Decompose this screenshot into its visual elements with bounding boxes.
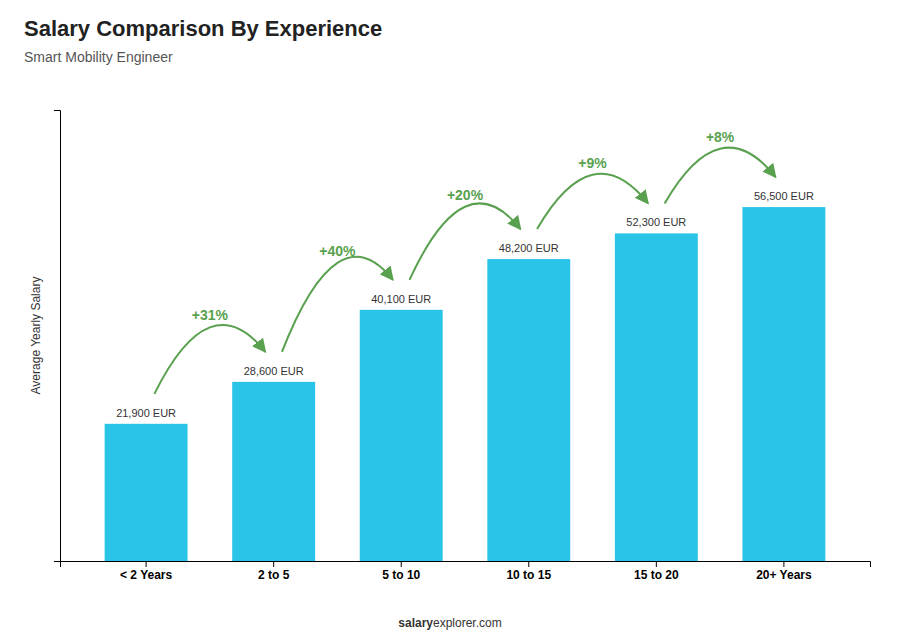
annotation: +8% [706,129,735,145]
x-tick: < 2 Years [120,561,172,582]
x-axis-line [61,562,871,568]
data-label: 40,100 EUR [371,293,431,305]
data-label: 48,200 EUR [499,242,559,254]
bar [232,382,315,561]
bar [615,233,698,561]
annotation: +20% [447,187,484,203]
x-tick-mark [273,561,274,567]
footer-part: salary [398,616,433,630]
annotation-arrow [665,148,776,204]
x-tick: 10 to 15 [506,561,551,582]
y-axis-title: Average Yearly Salary [29,277,43,395]
data-label: 28,600 EUR [244,365,304,377]
annotation-arrow [154,325,265,394]
x-tick-label: 15 to 20 [634,568,679,582]
bar [105,424,188,561]
x-tick: 5 to 10 [382,561,420,582]
x-tick: 2 to 5 [258,561,290,582]
title: Salary Comparison By Experience [24,16,382,41]
x-tick-label: < 2 Years [120,568,172,582]
data-label: 21,900 EUR [116,407,176,419]
y-axis-line [54,111,61,562]
plot-area [105,207,826,561]
annotation-arrow [282,257,393,352]
x-tick-label: 10 to 15 [506,568,551,582]
annotation-arrow [410,203,521,279]
annotations: +31% +40% +20% +9% +8% [154,129,775,394]
x-tick-mark [146,561,147,567]
bar [742,207,825,561]
x-tick: 15 to 20 [634,561,679,582]
x-tick-label: 5 to 10 [382,568,420,582]
annotation: +31% [192,307,229,323]
chart: < 2 Years 2 to 5 5 to 10 10 to 15 15 to 20 20… [0,0,900,641]
bar [360,310,443,561]
x-tick-mark [783,561,784,567]
footer: salaryexplorer.com [398,616,501,630]
annotation-arrow [537,174,648,229]
x-tick: 20+ Years [756,561,812,582]
x-tick-mark [528,561,529,567]
x-axis: < 2 Years 2 to 5 5 to 10 10 to 15 15 to 20 20… [61,561,871,582]
x-tick-mark [401,561,402,567]
annotation: +40% [319,243,356,259]
subtitle: Smart Mobility Engineer [24,49,173,65]
y-axis [54,111,61,562]
data-labels: 21,900 EUR 28,600 EUR 40,100 EUR 48,200 EUR… [116,190,814,419]
x-tick-label: 20+ Years [756,568,812,582]
bar [487,259,570,561]
data-label: 56,500 EUR [754,190,814,202]
x-tick-mark [656,561,657,567]
data-label: 52,300 EUR [626,216,686,228]
annotation: +9% [578,155,607,171]
x-tick-label: 2 to 5 [258,568,290,582]
footer-part: explorer.com [433,616,502,630]
